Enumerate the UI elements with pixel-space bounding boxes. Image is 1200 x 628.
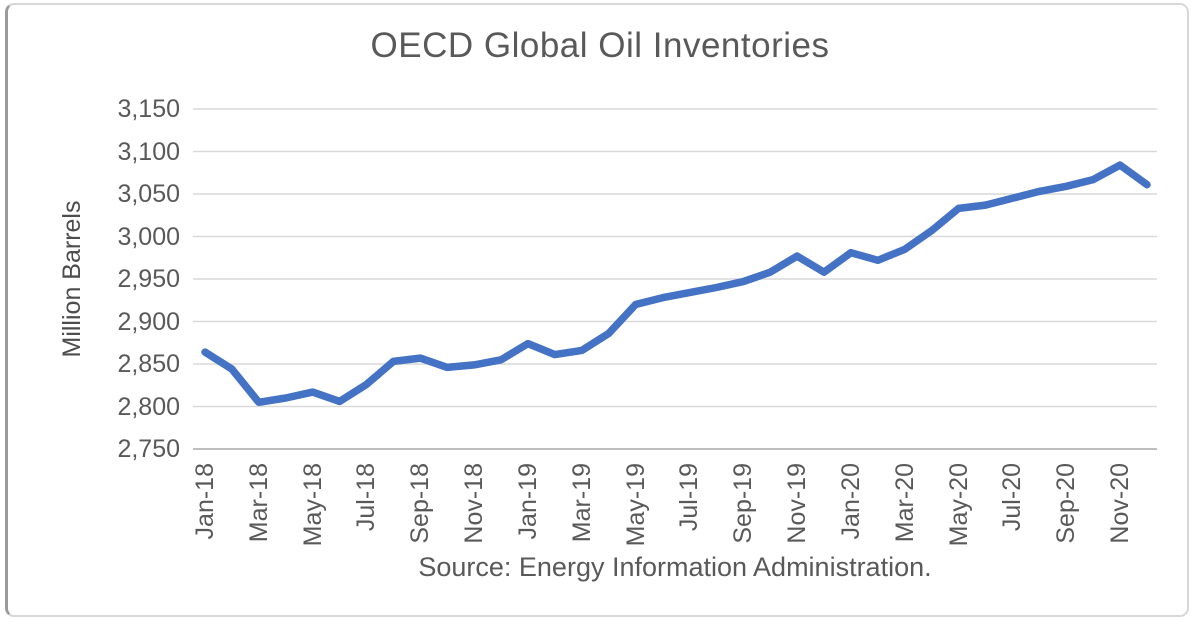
x-tick-label: Jan-20: [836, 463, 865, 540]
y-tick-label: 3,000: [117, 222, 180, 251]
x-tick-label: Mar-18: [244, 463, 273, 543]
source-caption: Source: Energy Information Administratio…: [418, 552, 932, 582]
x-tick-label: Mar-20: [890, 463, 919, 543]
y-tick-label: 2,750: [117, 435, 180, 463]
y-tick-label: 3,050: [117, 180, 180, 208]
x-tick-label: Nov-18: [460, 463, 489, 544]
x-tick-label: Jan-19: [513, 463, 542, 540]
y-tick-label: 2,800: [117, 392, 180, 421]
chart-title: OECD Global Oil Inventories: [370, 26, 830, 65]
chart-border-frame: [5, 3, 1189, 617]
x-tick-label: Jan-18: [191, 463, 219, 540]
inventory-data-line: [201, 161, 1151, 407]
x-tick-label: May-20: [944, 463, 973, 547]
y-tick-label: 2,850: [117, 350, 180, 378]
x-tick-label: Mar-19: [567, 463, 596, 543]
x-tick-label: Sep-20: [1052, 463, 1081, 544]
x-tick-label: Jul-18: [352, 463, 381, 532]
y-tick-label: 3,100: [117, 137, 180, 166]
y-tick-label: 2,900: [117, 307, 180, 336]
x-tick-label: Sep-19: [729, 463, 758, 544]
x-tick-label: May-19: [621, 463, 650, 547]
x-tick-label: Jul-20: [998, 463, 1027, 532]
y-tick-label: 3,150: [117, 95, 180, 123]
x-tick-label: Jul-19: [675, 463, 704, 532]
y-tick-label: 2,950: [117, 265, 180, 293]
x-tick-label: Sep-18: [406, 463, 435, 544]
x-tick-label: May-18: [298, 463, 327, 547]
x-tick-label: Nov-20: [1106, 463, 1135, 544]
x-tick-label: Nov-19: [783, 463, 812, 544]
